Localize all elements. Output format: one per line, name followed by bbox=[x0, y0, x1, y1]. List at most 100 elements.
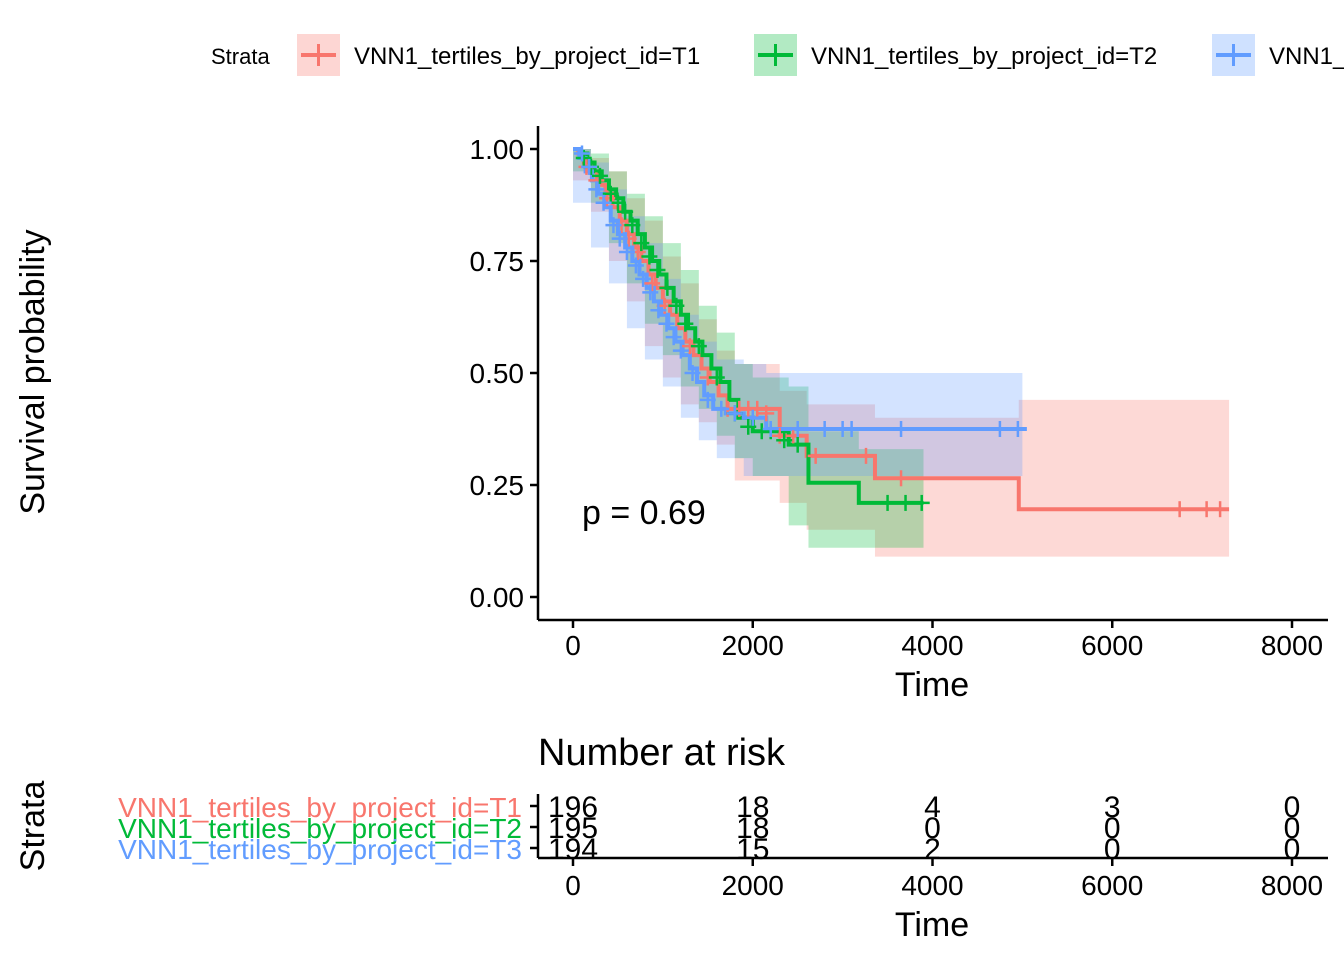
censor-mark bbox=[627, 257, 644, 274]
risk-row-label: VNN1_tertiles_by_project_id=T2 bbox=[118, 813, 522, 844]
x-tick-label: 2000 bbox=[722, 630, 784, 661]
censor-mark bbox=[843, 421, 860, 437]
risk-count: 195 bbox=[548, 812, 598, 845]
risk-count: 0 bbox=[924, 812, 941, 845]
censor-mark bbox=[758, 405, 775, 422]
censor-mark bbox=[635, 270, 652, 287]
censor-mark bbox=[1171, 501, 1188, 518]
censor-mark bbox=[816, 421, 833, 437]
risk-count: 196 bbox=[548, 791, 598, 824]
censor-mark bbox=[602, 185, 619, 202]
legend-label: VNN1_tertiles_by_project_id=T1 bbox=[354, 43, 700, 70]
censor-mark bbox=[789, 436, 806, 453]
censor-mark bbox=[642, 284, 659, 301]
censor-mark bbox=[672, 342, 689, 359]
censor-mark bbox=[611, 230, 628, 247]
censor-mark bbox=[879, 494, 896, 511]
censor-mark bbox=[1212, 501, 1229, 518]
legend-label: VNN1_tertiles_by_project_id=T2 bbox=[811, 43, 1157, 70]
y-tick-label: 1.00 bbox=[470, 134, 525, 165]
censor-mark bbox=[708, 369, 725, 386]
legend-entry: VNN1_tertiles_by_project_id=T2 bbox=[754, 34, 1157, 76]
risk-table-title: Number at risk bbox=[538, 732, 786, 774]
censor-mark bbox=[644, 275, 661, 292]
censor-mark bbox=[581, 158, 598, 175]
censor-mark bbox=[588, 181, 605, 198]
censor-mark bbox=[740, 418, 757, 435]
survival-curve bbox=[573, 147, 1027, 431]
risk-count: 3 bbox=[1104, 791, 1121, 824]
risk-count: 4 bbox=[924, 791, 941, 824]
censor-mark bbox=[605, 217, 622, 234]
censor-mark bbox=[659, 279, 676, 296]
y-tick-label: 0.25 bbox=[470, 470, 525, 501]
y-tick-label: 0.00 bbox=[470, 582, 525, 613]
censor-mark bbox=[913, 494, 930, 511]
censor-mark bbox=[991, 421, 1008, 437]
km-plot: 0.00 0.25 0.50 0.75 1.00 0 2000 4000 6000 8000 p … bbox=[14, 126, 1328, 704]
ci-band bbox=[573, 149, 1230, 557]
risk-x-tick-label: 4000 bbox=[901, 870, 963, 901]
legend-entry: VNN1_tertiles_by_project_id=T3 bbox=[1212, 34, 1344, 76]
y-tick-label: 0.50 bbox=[470, 358, 525, 389]
censor-mark bbox=[677, 315, 694, 332]
ci-band bbox=[573, 149, 1023, 477]
censor-mark bbox=[789, 421, 806, 437]
risk-x-tick-label: 8000 bbox=[1261, 870, 1323, 901]
p-value-annotation: p = 0.69 bbox=[582, 494, 706, 532]
legend: Strata VNN1_tertiles_by_project_id=T1 VNN… bbox=[211, 34, 1344, 76]
risk-row-label: VNN1_tertiles_by_project_id=T3 bbox=[118, 834, 522, 865]
risk-y-axis-title: Strata bbox=[14, 781, 52, 872]
censor-mark bbox=[776, 432, 793, 449]
censor-mark bbox=[857, 447, 874, 464]
censor-mark bbox=[690, 338, 707, 355]
censor-mark bbox=[762, 421, 779, 437]
risk-row-label: VNN1_tertiles_by_project_id=T1 bbox=[118, 792, 522, 823]
x-tick-label: 8000 bbox=[1261, 630, 1323, 661]
censor-mark bbox=[609, 194, 626, 211]
censor-mark bbox=[591, 167, 608, 184]
legend-label: VNN1_tertiles_by_project_id=T3 bbox=[1269, 43, 1344, 70]
censor-mark bbox=[617, 203, 634, 220]
censor-mark bbox=[665, 329, 682, 346]
legend-title: Strata bbox=[211, 44, 270, 69]
censor-mark bbox=[573, 145, 590, 162]
x-tick-label: 4000 bbox=[901, 630, 963, 661]
censor-mark bbox=[1009, 421, 1026, 437]
y-axis-title: Survival probability bbox=[14, 229, 52, 514]
censor-mark bbox=[633, 235, 650, 252]
x-tick-label: 0 bbox=[565, 630, 581, 661]
risk-x-tick-label: 6000 bbox=[1081, 870, 1143, 901]
x-axis-title: Time bbox=[895, 666, 969, 704]
risk-x-tick-label: 0 bbox=[565, 870, 581, 901]
censor-mark bbox=[807, 447, 824, 464]
risk-count: 0 bbox=[1284, 812, 1301, 845]
risk-x-axis-title: Time bbox=[895, 906, 969, 944]
risk-count: 18 bbox=[736, 791, 769, 824]
censor-mark bbox=[749, 400, 766, 417]
risk-table: Number at risk VNN1_tertiles_by_project_… bbox=[14, 732, 1328, 944]
x-tick-label: 6000 bbox=[1081, 630, 1143, 661]
censor-mark bbox=[893, 421, 910, 437]
censor-mark bbox=[713, 400, 730, 417]
censor-mark bbox=[668, 297, 685, 314]
censor-mark bbox=[684, 365, 701, 381]
y-tick-label: 0.75 bbox=[470, 246, 525, 277]
censor-mark bbox=[658, 315, 675, 332]
censor-mark bbox=[650, 302, 667, 319]
censor-mark bbox=[744, 409, 761, 426]
legend-entry: VNN1_tertiles_by_project_id=T1 bbox=[297, 34, 700, 76]
censor-mark bbox=[618, 244, 635, 261]
censor-mark bbox=[1198, 501, 1215, 518]
censor-mark bbox=[699, 391, 716, 408]
censor-mark bbox=[897, 494, 914, 511]
censor-mark bbox=[649, 261, 666, 278]
censor-mark bbox=[641, 248, 658, 265]
ci-band bbox=[573, 149, 924, 548]
risk-count: 0 bbox=[1284, 791, 1301, 824]
censor-mark bbox=[893, 470, 910, 487]
censor-mark bbox=[624, 217, 641, 234]
censor-mark bbox=[726, 405, 743, 422]
risk-count: 18 bbox=[736, 812, 769, 845]
